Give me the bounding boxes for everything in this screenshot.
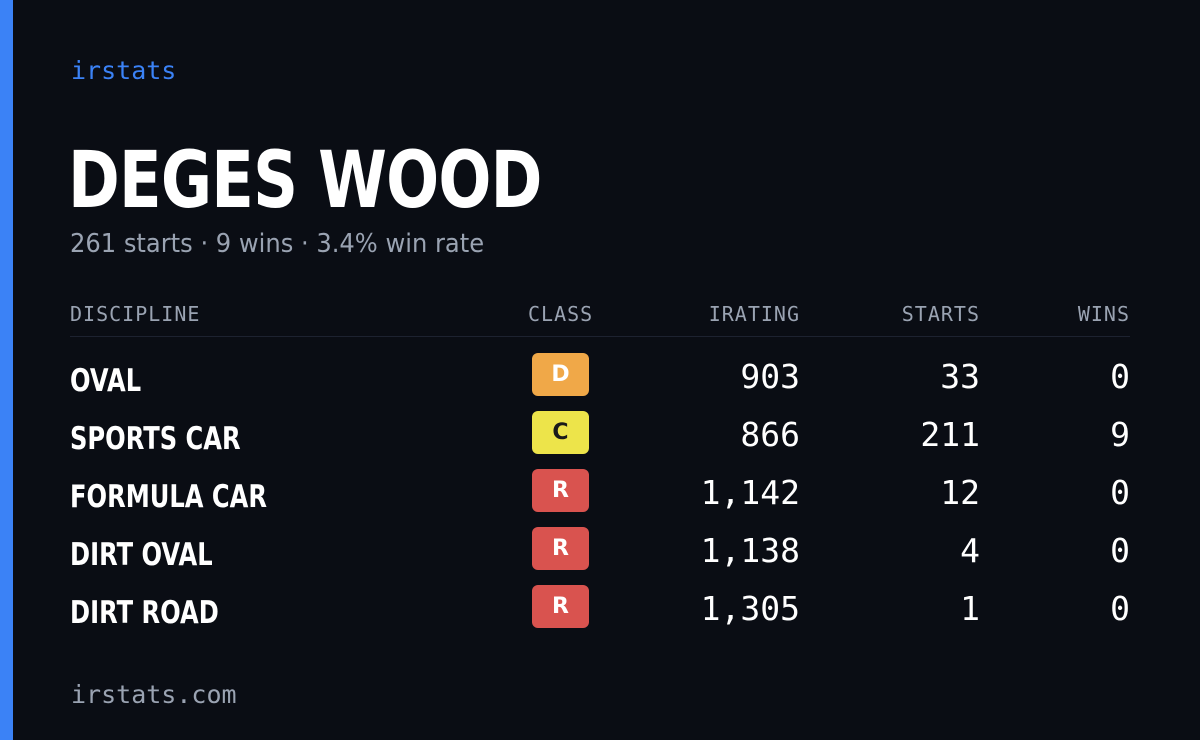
- wins-value: 0: [1110, 589, 1130, 628]
- discipline-name: FORMULA CAR: [70, 479, 268, 515]
- irating-value: 866: [740, 415, 800, 454]
- class-badge: R: [532, 527, 589, 570]
- header-irating: IRATING: [708, 302, 800, 326]
- table-row: DIRT OVAL R 1,138 4 0: [70, 527, 1130, 585]
- starts-value: 12: [940, 473, 980, 512]
- header-class: CLASS: [528, 302, 594, 326]
- wins-value: 0: [1110, 357, 1130, 396]
- table-row: DIRT ROAD R 1,305 1 0: [70, 585, 1130, 643]
- table-body: OVAL D 903 33 0 SPORTS CAR C 866 211 9 F…: [70, 353, 1130, 643]
- header-discipline: DISCIPLINE: [70, 302, 201, 326]
- table-header: DISCIPLINE CLASS IRATING STARTS WINS: [70, 296, 1130, 337]
- stats-table: DISCIPLINE CLASS IRATING STARTS WINS OVA…: [70, 296, 1130, 643]
- wins-value: 0: [1110, 473, 1130, 512]
- discipline-name: OVAL: [70, 363, 142, 399]
- header-wins: WINS: [1077, 302, 1130, 326]
- discipline-name: SPORTS CAR: [70, 421, 241, 457]
- footer-url: irstats.com: [71, 680, 237, 709]
- driver-name: DEGES WOOD: [68, 136, 542, 226]
- discipline-name: DIRT OVAL: [70, 537, 213, 573]
- class-badge: D: [532, 353, 589, 396]
- class-badge: C: [532, 411, 589, 454]
- irating-value: 1,138: [700, 531, 800, 570]
- starts-value: 1: [960, 589, 980, 628]
- class-badge: R: [532, 469, 589, 512]
- starts-value: 33: [940, 357, 980, 396]
- irating-value: 1,142: [700, 473, 800, 512]
- table-row: FORMULA CAR R 1,142 12 0: [70, 469, 1130, 527]
- accent-bar: [0, 0, 13, 740]
- discipline-name: DIRT ROAD: [70, 595, 219, 631]
- brand-logo: irstats: [71, 56, 177, 85]
- wins-value: 0: [1110, 531, 1130, 570]
- driver-summary: 261 starts · 9 wins · 3.4% win rate: [70, 229, 485, 259]
- starts-value: 4: [960, 531, 980, 570]
- starts-value: 211: [920, 415, 980, 454]
- irating-value: 1,305: [700, 589, 800, 628]
- table-row: SPORTS CAR C 866 211 9: [70, 411, 1130, 469]
- header-starts: STARTS: [901, 302, 980, 326]
- wins-value: 9: [1110, 415, 1130, 454]
- table-row: OVAL D 903 33 0: [70, 353, 1130, 411]
- class-badge: R: [532, 585, 589, 628]
- irating-value: 903: [740, 357, 800, 396]
